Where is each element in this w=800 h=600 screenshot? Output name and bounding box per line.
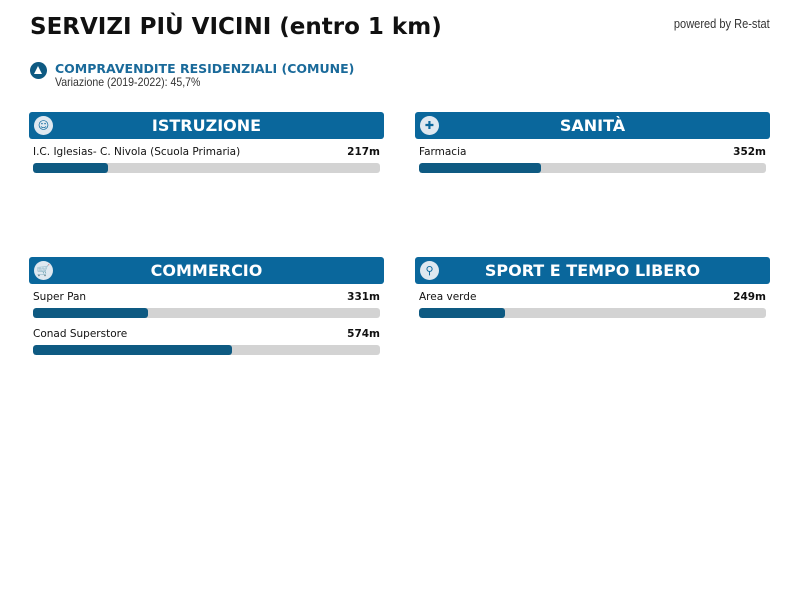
distance-bar — [33, 163, 380, 173]
list-item: Farmacia 352m — [419, 139, 766, 176]
list-item: Area verde 249m — [419, 284, 766, 321]
distance-bar-fill — [419, 163, 542, 173]
section-panel: ☺ ISTRUZIONE I.C. Iglesias- C. Nivola (Scu… — [29, 112, 384, 176]
service-distance: 249m — [733, 291, 766, 303]
pharmacy-icon: ✚ — [420, 116, 439, 135]
cart-icon: 🛒 — [34, 261, 53, 280]
service-name: I.C. Iglesias- C. Nivola (Scuola Primari… — [33, 146, 241, 158]
service-distance: 217m — [347, 146, 380, 158]
list-item: Conad Superstore 574m — [33, 321, 380, 358]
service-name: Super Pan — [33, 291, 87, 303]
service-name: Area verde — [419, 291, 477, 303]
racket-icon: ⚲ — [420, 261, 439, 280]
distance-bar — [419, 163, 766, 173]
section-panel: 🛒 COMMERCIO Super Pan 331m Conad Superstore 5… — [29, 257, 384, 358]
subtitle-label: COMPRAVENDITE RESIDENZIALI (COMUNE) — [55, 61, 355, 76]
list-item: Super Pan 331m — [33, 284, 380, 321]
section-title: COMMERCIO — [150, 261, 263, 280]
distance-bar — [33, 308, 380, 318]
section-panel: ✚ SANITÀ Farmacia 352m — [415, 112, 770, 176]
list-item: I.C. Iglesias- C. Nivola (Scuola Primari… — [33, 139, 380, 176]
service-distance: 331m — [347, 291, 380, 303]
powered-by: powered by Re-stat — [674, 16, 770, 31]
distance-bar-fill — [33, 345, 233, 355]
distance-bar — [33, 345, 380, 355]
teacher-icon: ☺ — [34, 116, 53, 135]
service-name: Conad Superstore — [33, 328, 128, 340]
distance-bar-fill — [33, 163, 109, 173]
service-name: Farmacia — [419, 146, 467, 158]
distance-bar-fill — [33, 308, 148, 318]
section-title: SPORT E TEMPO LIBERO — [484, 261, 701, 280]
distance-bar — [419, 308, 766, 318]
service-distance: 352m — [733, 146, 766, 158]
distance-bar-fill — [419, 308, 506, 318]
section-title: ISTRUZIONE — [151, 116, 262, 135]
page-title: SERVIZI PIÙ VICINI (entro 1 km) — [30, 14, 442, 40]
section-header: 🛒 COMMERCIO — [29, 257, 384, 284]
section-title: SANITÀ — [559, 116, 626, 135]
service-distance: 574m — [347, 328, 380, 340]
triangle-up-icon — [30, 62, 47, 79]
section-header: ⚲ SPORT E TEMPO LIBERO — [415, 257, 770, 284]
section-header: ☺ ISTRUZIONE — [29, 112, 384, 139]
section-header: ✚ SANITÀ — [415, 112, 770, 139]
subtitle-detail: Variazione (2019-2022): 45,7% — [55, 75, 201, 89]
section-panel: ⚲ SPORT E TEMPO LIBERO Area verde 249m — [415, 257, 770, 321]
